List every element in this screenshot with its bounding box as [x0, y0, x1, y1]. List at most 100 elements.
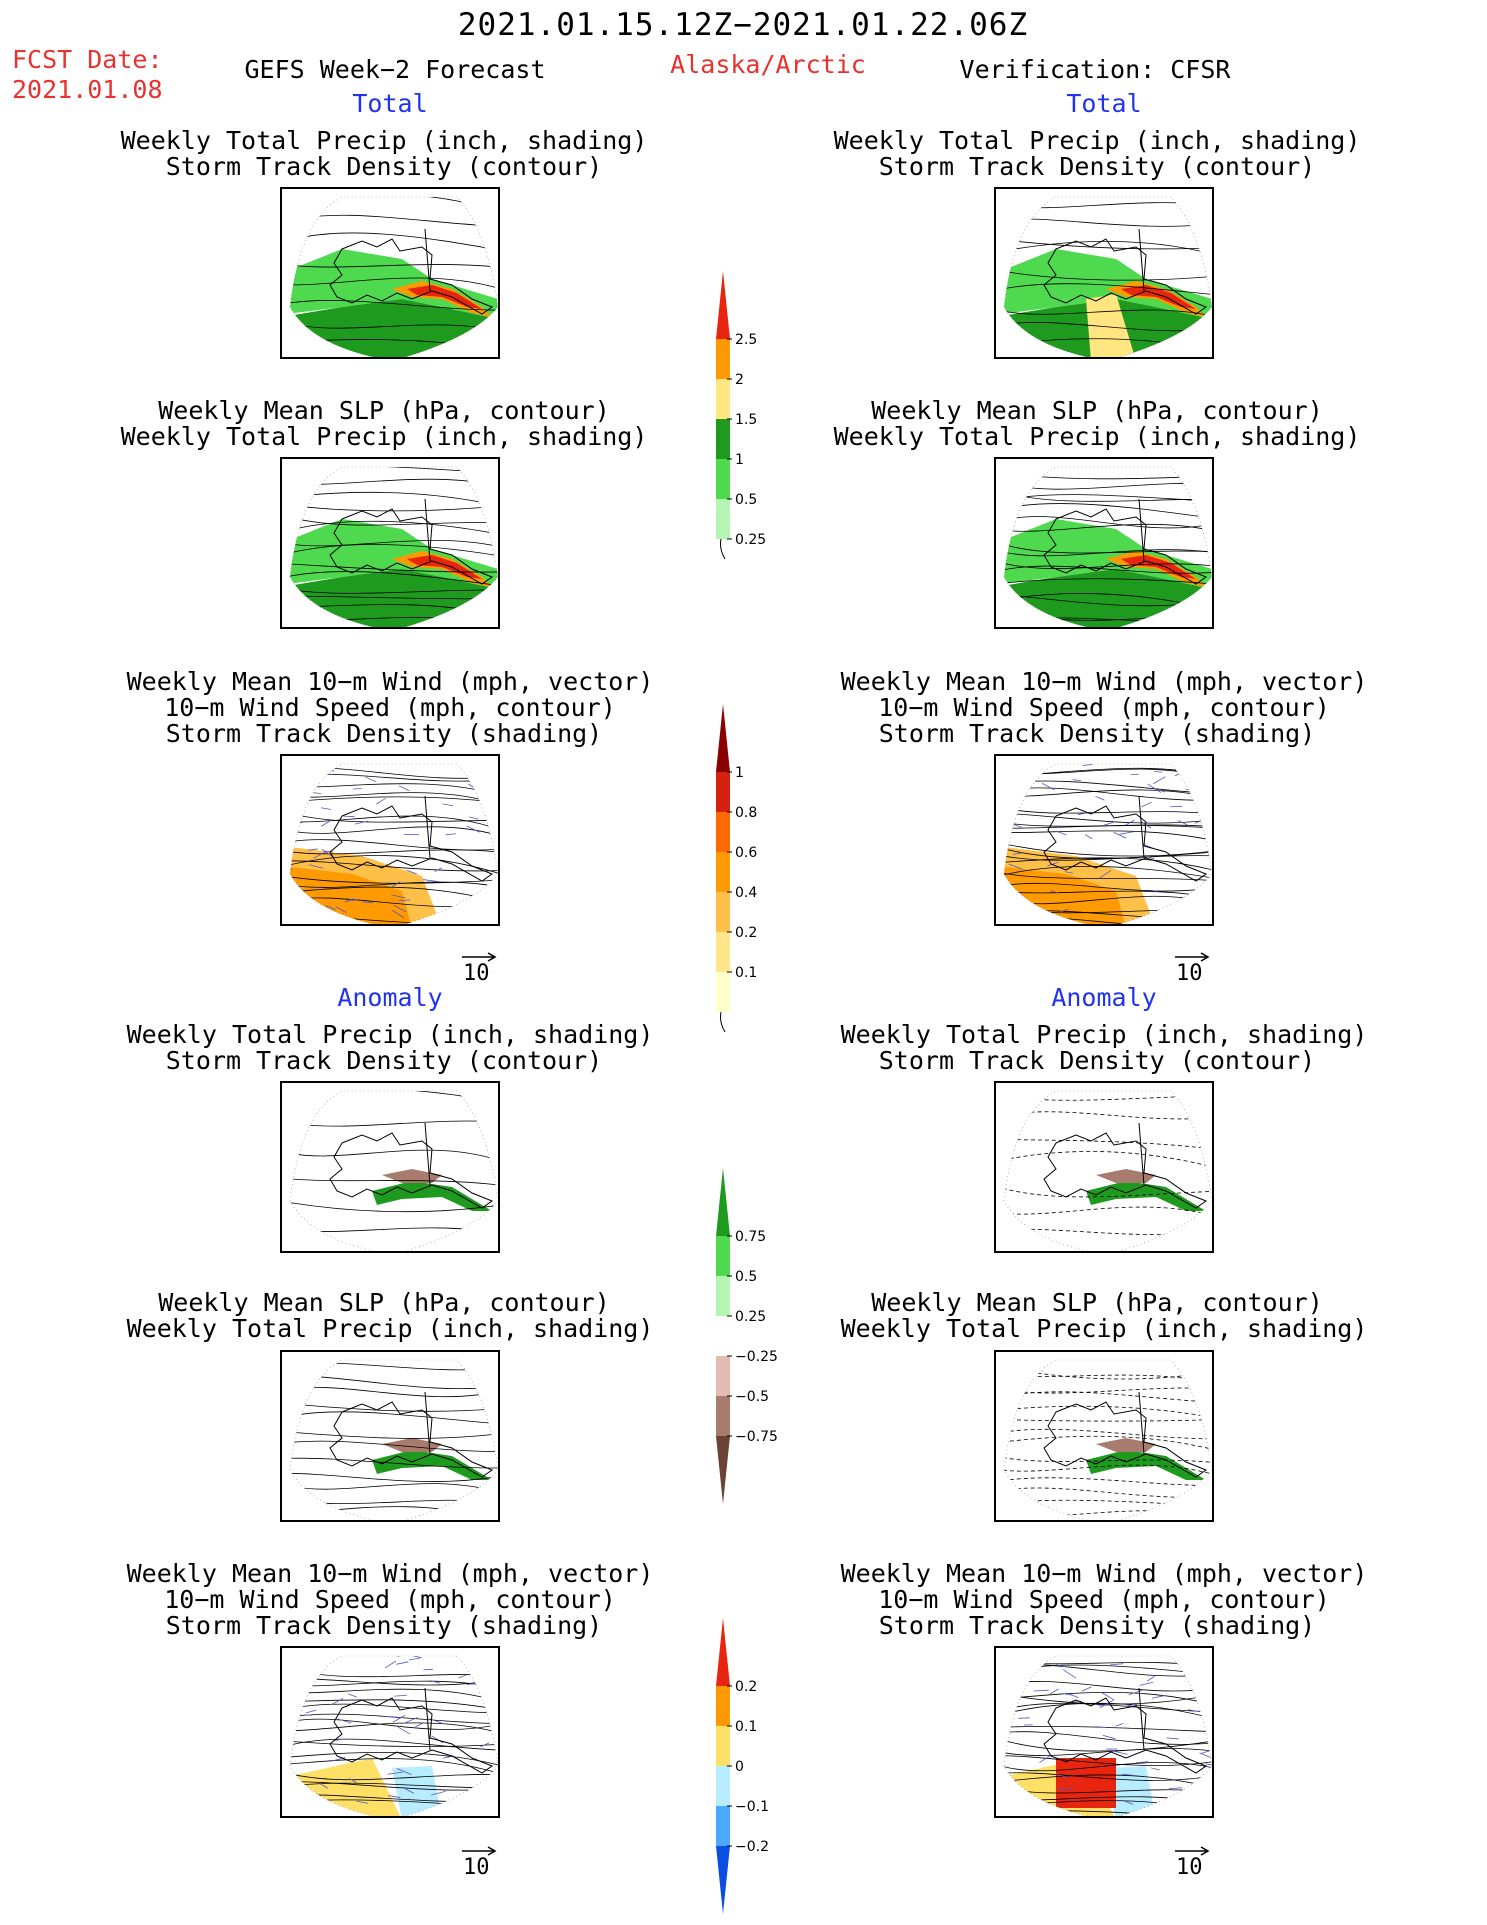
contour-line — [1004, 1094, 1212, 1101]
wind-vector — [1095, 795, 1105, 801]
coastline — [1043, 1401, 1208, 1478]
contour-line — [290, 1656, 498, 1665]
map-layer — [1004, 1094, 1212, 1235]
wind-vector — [1141, 801, 1152, 808]
wind-vector — [305, 791, 322, 795]
contour-line — [1004, 283, 1212, 296]
anom-shade — [382, 1169, 442, 1183]
contour-line — [1004, 1499, 1212, 1506]
contour-line — [1004, 825, 1212, 829]
wind-vector — [1153, 776, 1166, 785]
contour-line — [1004, 841, 1212, 857]
wind-vector — [325, 905, 336, 911]
contour-line — [1004, 1435, 1212, 1451]
wind-vector — [1132, 1649, 1143, 1651]
wind-vector — [1166, 1737, 1179, 1740]
wind-vector — [1123, 1703, 1137, 1707]
colorbar-track-total: 1 0.8 0.6 0.4 0.2 0.1 — [716, 698, 786, 1036]
contour-line — [290, 478, 498, 487]
colorbar-swatch — [716, 499, 730, 539]
colorbar-swatch — [716, 1168, 730, 1236]
title-r5-a: Weekly Mean SLP (hPa, contour) — [871, 1288, 1323, 1317]
map-layer — [290, 767, 498, 924]
wind-vector — [394, 1694, 407, 1697]
wind-vector — [1102, 1734, 1116, 1740]
contour-line — [1004, 1772, 1212, 1781]
map-domain-outline — [1003, 1359, 1212, 1520]
wind-vector — [1189, 790, 1203, 793]
wind-vector — [486, 1793, 498, 1799]
map-panel-anom-precip-fcst — [280, 1081, 500, 1253]
colorbar-swatch — [716, 772, 730, 812]
wind-vector — [1204, 1699, 1212, 1704]
wind-vector — [1077, 811, 1091, 816]
wind-vector — [1130, 773, 1139, 776]
contour-line — [290, 796, 498, 804]
map-layer — [1004, 202, 1212, 357]
wind-vector — [1188, 1709, 1200, 1713]
map-panel-total-precip-verif — [994, 187, 1214, 359]
title-r4-b: Storm Track Density (contour) — [878, 1046, 1316, 1075]
wind-vector — [1161, 1801, 1177, 1808]
contour-line — [1004, 1477, 1212, 1487]
wind-vector — [354, 820, 369, 825]
wind-vector — [1147, 1675, 1155, 1682]
vector-ref-arrow-icon — [1175, 1846, 1210, 1856]
wind-vector — [1082, 764, 1093, 767]
valid-period-title: 2021.01.15.12Z−2021.01.22.06Z — [457, 7, 1029, 43]
contour-line — [290, 1722, 498, 1734]
contour-line — [290, 792, 498, 806]
wind-vector — [1200, 807, 1212, 814]
title-l2-b: Weekly Total Precip (inch, shading) — [120, 422, 648, 451]
wind-vector — [1182, 913, 1198, 923]
contour-line — [290, 1703, 498, 1714]
coastline — [1043, 1132, 1208, 1209]
coastline — [329, 238, 494, 315]
wind-vector — [391, 881, 401, 888]
wind-vector — [1041, 782, 1055, 791]
wind-vector — [1084, 834, 1093, 840]
contour-line — [1004, 882, 1212, 892]
border-line — [424, 1687, 431, 1751]
wind-vector — [297, 1680, 312, 1686]
wind-vector — [1128, 1689, 1143, 1696]
contour-line — [1004, 1206, 1212, 1217]
contour-line — [1004, 1725, 1212, 1733]
colorbar-tick-label: 0.8 — [735, 805, 757, 821]
wind-vector — [320, 807, 332, 810]
vector-ref-arrow-icon — [1175, 952, 1210, 962]
wind-vector — [1099, 869, 1112, 879]
wind-vector — [1192, 1792, 1203, 1800]
border-line — [424, 1391, 431, 1455]
colorbar-tick-label: 1 — [735, 765, 744, 781]
colorbar-tick-label: −0.1 — [735, 1799, 769, 1815]
contour-line — [290, 1227, 498, 1235]
contour-line — [290, 214, 498, 227]
contour-line — [1004, 269, 1212, 281]
map-panel-total-slp-fcst — [280, 457, 500, 629]
contour-line — [1004, 1391, 1212, 1403]
colorbar-tick-label: 0.5 — [735, 1269, 757, 1285]
colorbar-swatch — [716, 1726, 730, 1766]
wind-vector — [337, 1718, 352, 1724]
colorbar-tick-label: 0.2 — [735, 925, 757, 941]
contour-line — [1004, 241, 1212, 256]
coastline — [329, 1401, 494, 1478]
title-r2-a: Weekly Mean SLP (hPa, contour) — [871, 396, 1323, 425]
title-r3-b: 10−m Wind Speed (mph, contour) — [878, 693, 1330, 722]
wind-vector — [1135, 1761, 1149, 1764]
colorbar-tick-label: 0.4 — [735, 885, 757, 901]
wind-vector — [398, 785, 410, 792]
contour-line — [1004, 565, 1212, 574]
wind-vector — [356, 1800, 369, 1804]
map-layer — [1004, 1366, 1212, 1519]
wind-vector — [1147, 783, 1161, 793]
wind-vector — [1112, 1750, 1128, 1755]
colorbar-swatch — [716, 1618, 730, 1686]
contour-line — [1004, 1464, 1212, 1476]
precip-shade — [1004, 249, 1212, 319]
wind-vector — [473, 778, 483, 785]
wind-vector — [391, 894, 406, 899]
wind-vector — [1047, 861, 1059, 867]
wind-vector — [290, 1732, 295, 1739]
